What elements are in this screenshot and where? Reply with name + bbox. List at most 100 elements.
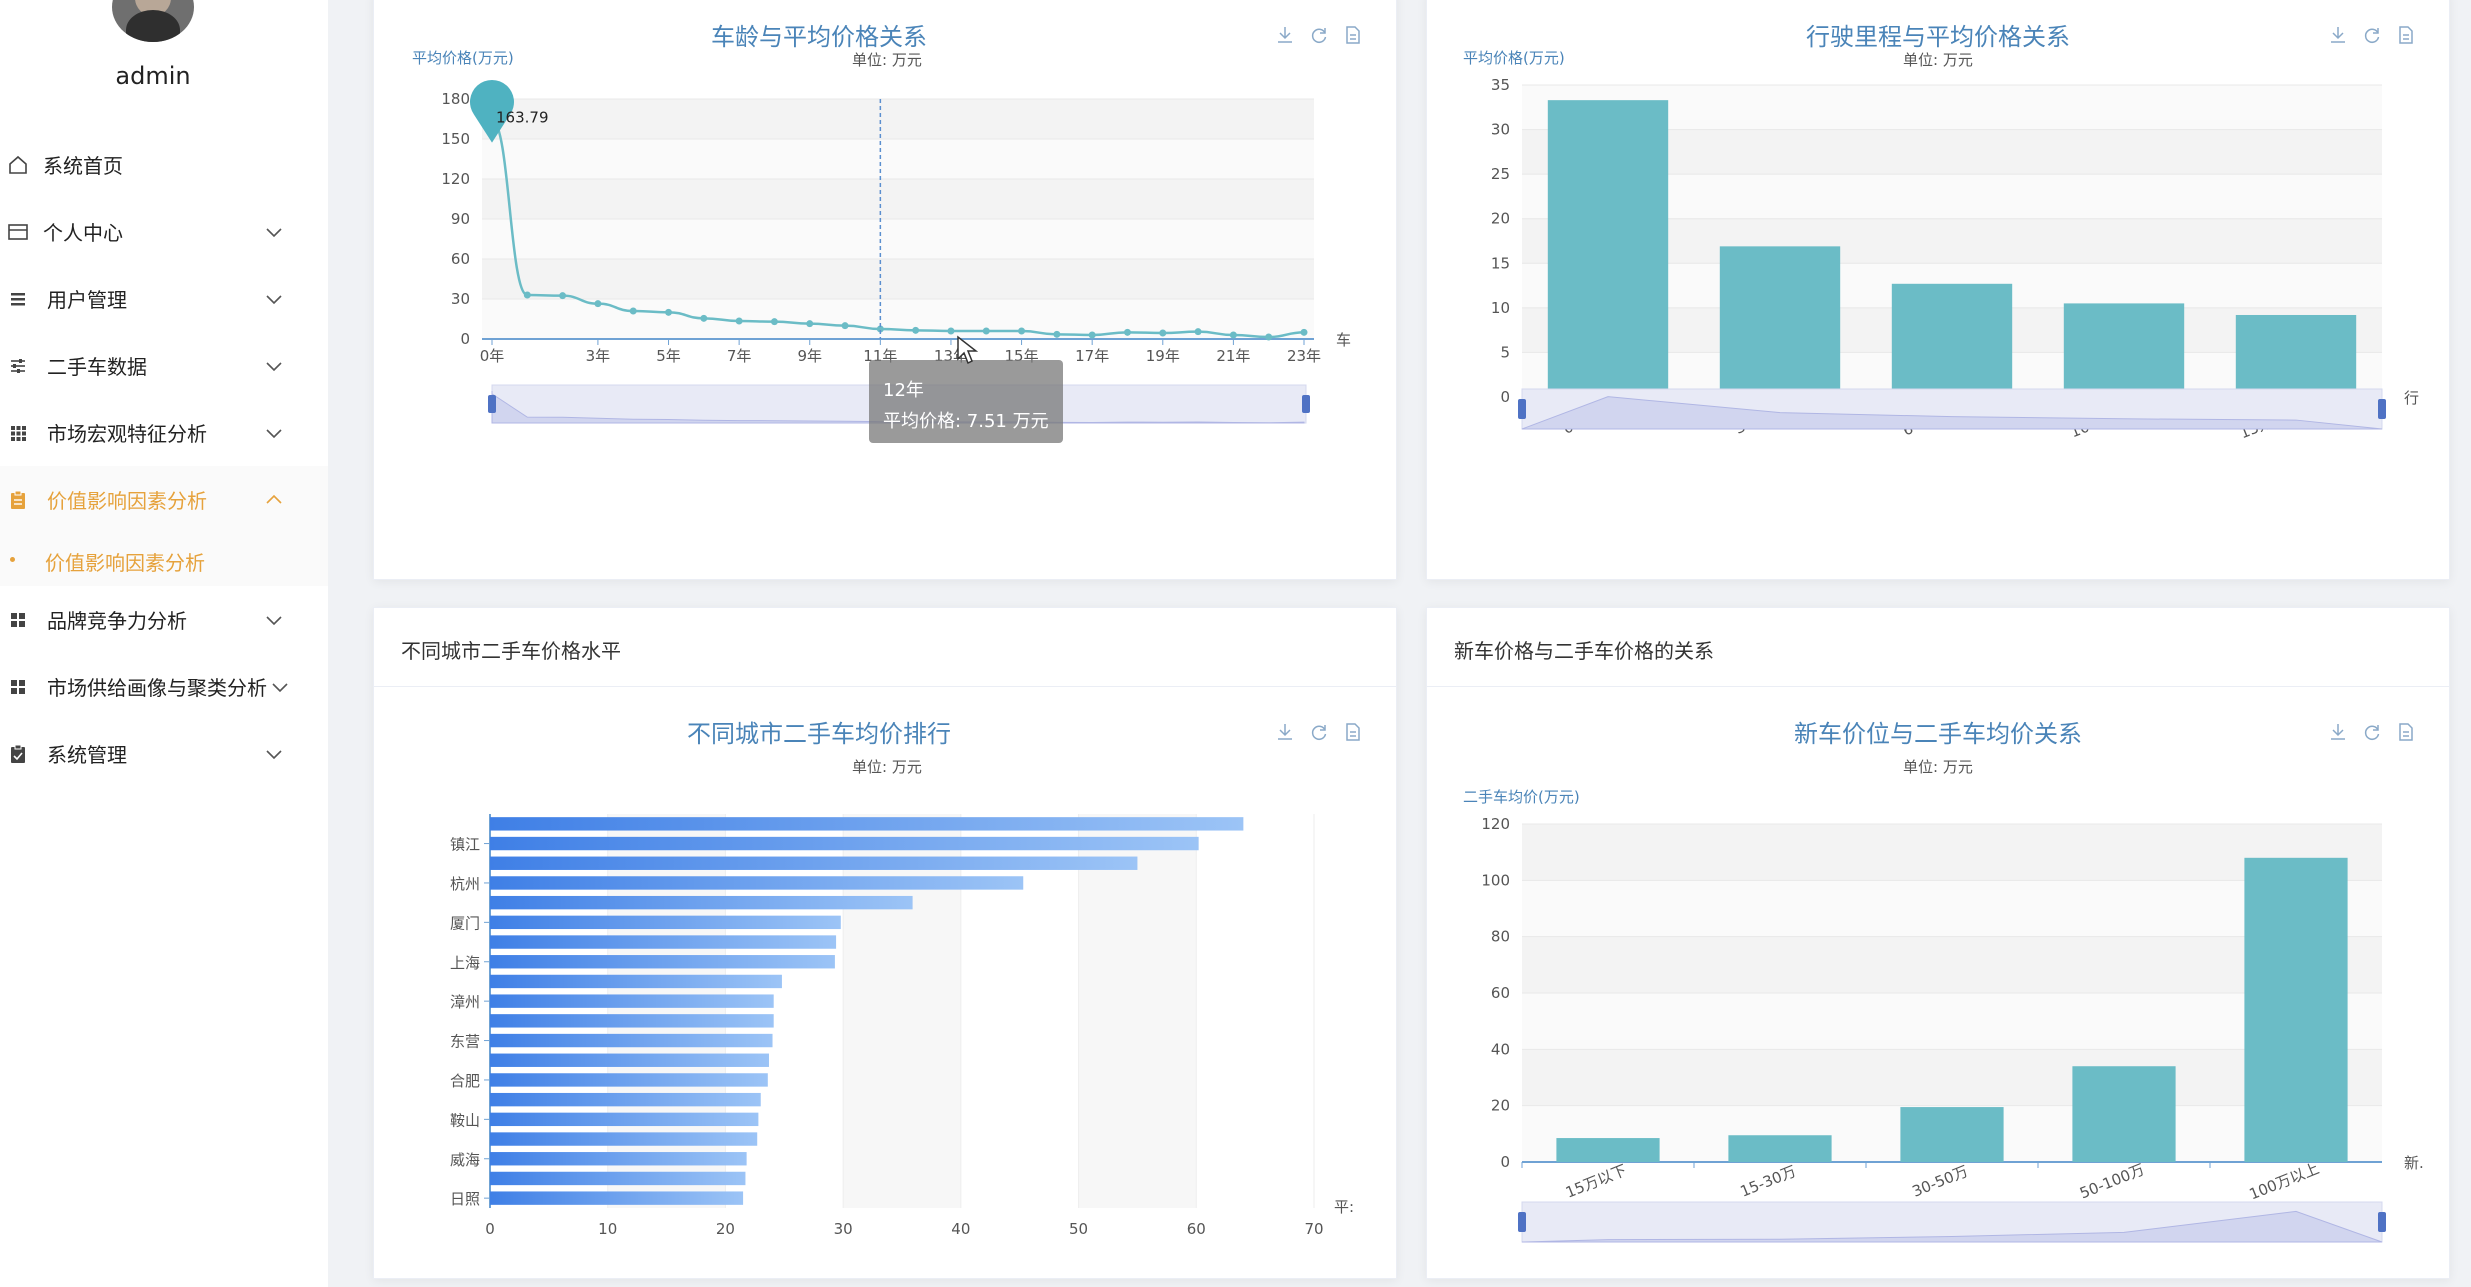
y-tick-label: 0: [460, 330, 470, 348]
chart-toolbox: [1275, 25, 1363, 45]
submenu-item-value-factor-analysis[interactable]: 价值影响因素分析: [0, 533, 328, 586]
data-view-icon[interactable]: [2396, 25, 2416, 45]
y-tick-label: 鞍山: [450, 1111, 480, 1129]
datazoom-preview: [1521, 396, 2383, 430]
chart-newcar-price[interactable]: 0 20 40 60 80 100 120 二手车均价(万元) 新. 15万以下 15-30万 30-…: [1427, 778, 2449, 1278]
refresh-icon[interactable]: [1309, 25, 1329, 45]
bar: [490, 876, 1024, 890]
grid-band: [490, 814, 608, 1208]
bar: [490, 1132, 758, 1146]
data-point: [1088, 331, 1096, 339]
x-tick-label: 7年: [727, 347, 752, 365]
grid-band: [960, 814, 1079, 1208]
bar: [490, 974, 782, 989]
id-card-icon: [6, 220, 30, 244]
grid-band: [1196, 814, 1314, 1208]
sidebar-item-label: 市场供给画像与聚类分析: [47, 676, 267, 700]
bar: [1719, 246, 1841, 397]
sidebar-item-used-car-data[interactable]: 二手车数据: [0, 332, 328, 399]
avatar[interactable]: [112, 0, 194, 42]
apps-icon: [6, 608, 30, 632]
chart-city-ranking[interactable]: 0 10 20 30 40 50 60 70 平: 日照 威海 鞍山 合肥 东营 漳州 上海 厦门 杭州 镇江: [374, 778, 1396, 1278]
bar: [490, 1073, 768, 1087]
download-icon[interactable]: [1275, 722, 1295, 742]
sidebar-menu: 系统首页 个人中心 用户管理 二手车数据 市场: [0, 131, 328, 787]
sidebar-item-home[interactable]: 系统首页: [0, 131, 328, 198]
x-axis-title: 平:: [1334, 1198, 1354, 1216]
data-point: [1123, 328, 1131, 336]
data-point: [876, 325, 884, 333]
data-view-icon[interactable]: [2396, 722, 2416, 742]
sidebar-item-market-macro-analysis[interactable]: 市场宏观特征分析: [0, 399, 328, 466]
x-tick-label: 15万以下: [1563, 1161, 1629, 1202]
panel-mileage-price: 行驶里程与平均价格关系 单位: 万元 0 5 10 15 20 25 30 35 平均价格(万元…: [1426, 0, 2450, 580]
bar: [2063, 303, 2185, 397]
sidebar-item-system-management[interactable]: 系统管理: [0, 720, 328, 787]
panel-header: 新车价格与二手车价格的关系: [1427, 608, 2449, 687]
refresh-icon[interactable]: [1309, 722, 1329, 742]
sidebar-item-value-factor-analysis[interactable]: 价值影响因素分析: [0, 466, 328, 533]
x-tick-label: 0: [485, 1220, 495, 1238]
chevron-down-icon: [272, 682, 288, 692]
sidebar-item-personal-center[interactable]: 个人中心: [0, 198, 328, 265]
grid-band: [482, 259, 1314, 299]
grid-band: [1078, 814, 1197, 1208]
x-tick-label: 19年: [1146, 347, 1180, 365]
y-tick-label: 杭州: [450, 875, 480, 893]
y-tick-label: 15: [1491, 254, 1510, 272]
x-axis-title: 车: [1336, 331, 1351, 349]
y-tick-label: 日照: [450, 1190, 480, 1208]
tooltip: 12年 平均价格: 7.51 万元: [869, 360, 1063, 443]
y-axis-title: 平均价格(万元): [1463, 49, 1565, 67]
data-point: [1229, 331, 1237, 339]
y-tick-label: 60: [1491, 984, 1510, 1002]
y-tick-label: 10: [1491, 299, 1510, 317]
y-tick-label: 0: [1500, 388, 1510, 406]
refresh-icon[interactable]: [2362, 722, 2382, 742]
download-icon[interactable]: [2328, 722, 2348, 742]
data-point: [947, 327, 955, 335]
clipboard-icon: [6, 488, 30, 512]
bar: [490, 955, 835, 969]
chevron-up-icon: [266, 494, 282, 504]
bar: [490, 817, 1244, 831]
chart-unit: 单位: 万元: [1903, 758, 1973, 776]
y-axis-title: 平均价格(万元): [412, 49, 514, 67]
sidebar: admin 系统首页 个人中心 用户管理 二手车数据: [0, 0, 328, 1287]
y-tick-label: 40: [1491, 1040, 1510, 1058]
chart-unit: 单位: 万元: [852, 758, 922, 776]
y-tick-label: 120: [441, 170, 470, 188]
data-point: [912, 326, 920, 334]
x-tick-label: 0年: [480, 347, 505, 365]
grid-band: [482, 139, 1314, 179]
refresh-icon[interactable]: [2362, 25, 2382, 45]
x-axis-title: 新.: [2404, 1154, 2424, 1172]
sidebar-item-user-management[interactable]: 用户管理: [0, 265, 328, 332]
download-icon[interactable]: [2328, 25, 2348, 45]
sidebar-item-brand-competitiveness[interactable]: 品牌竞争力分析: [0, 586, 328, 653]
y-tick-label: 东营: [450, 1033, 480, 1051]
chevron-down-icon: [266, 227, 282, 237]
chart-mileage-price[interactable]: 05101520253035平均价格(万元)行0-3万公里3-6万公里6-10万…: [1427, 39, 2449, 579]
bar: [1900, 1107, 2004, 1162]
y-tick-label: 厦门: [450, 914, 480, 932]
chart-title: 行驶里程与平均价格关系: [1806, 23, 2070, 51]
grid-band: [1522, 1049, 2382, 1106]
datazoom-track: [1521, 388, 2383, 430]
y-tick-label: 120: [1481, 815, 1510, 833]
home-icon: [6, 153, 30, 177]
chevron-down-icon: [266, 428, 282, 438]
grid-band: [725, 814, 844, 1208]
sidebar-item-supply-portrait-clustering[interactable]: 市场供给画像与聚类分析: [0, 653, 328, 720]
y-axis-title: 二手车均价(万元): [1463, 788, 1580, 806]
data-view-icon[interactable]: [1343, 722, 1363, 742]
grid-icon: [6, 421, 30, 445]
bar: [490, 1014, 774, 1028]
data-point: [1053, 330, 1061, 338]
chevron-down-icon: [266, 361, 282, 371]
download-icon[interactable]: [1275, 25, 1295, 45]
y-tick-label: 150: [441, 130, 470, 148]
data-view-icon[interactable]: [1343, 25, 1363, 45]
x-tick-label: 40: [951, 1220, 970, 1238]
